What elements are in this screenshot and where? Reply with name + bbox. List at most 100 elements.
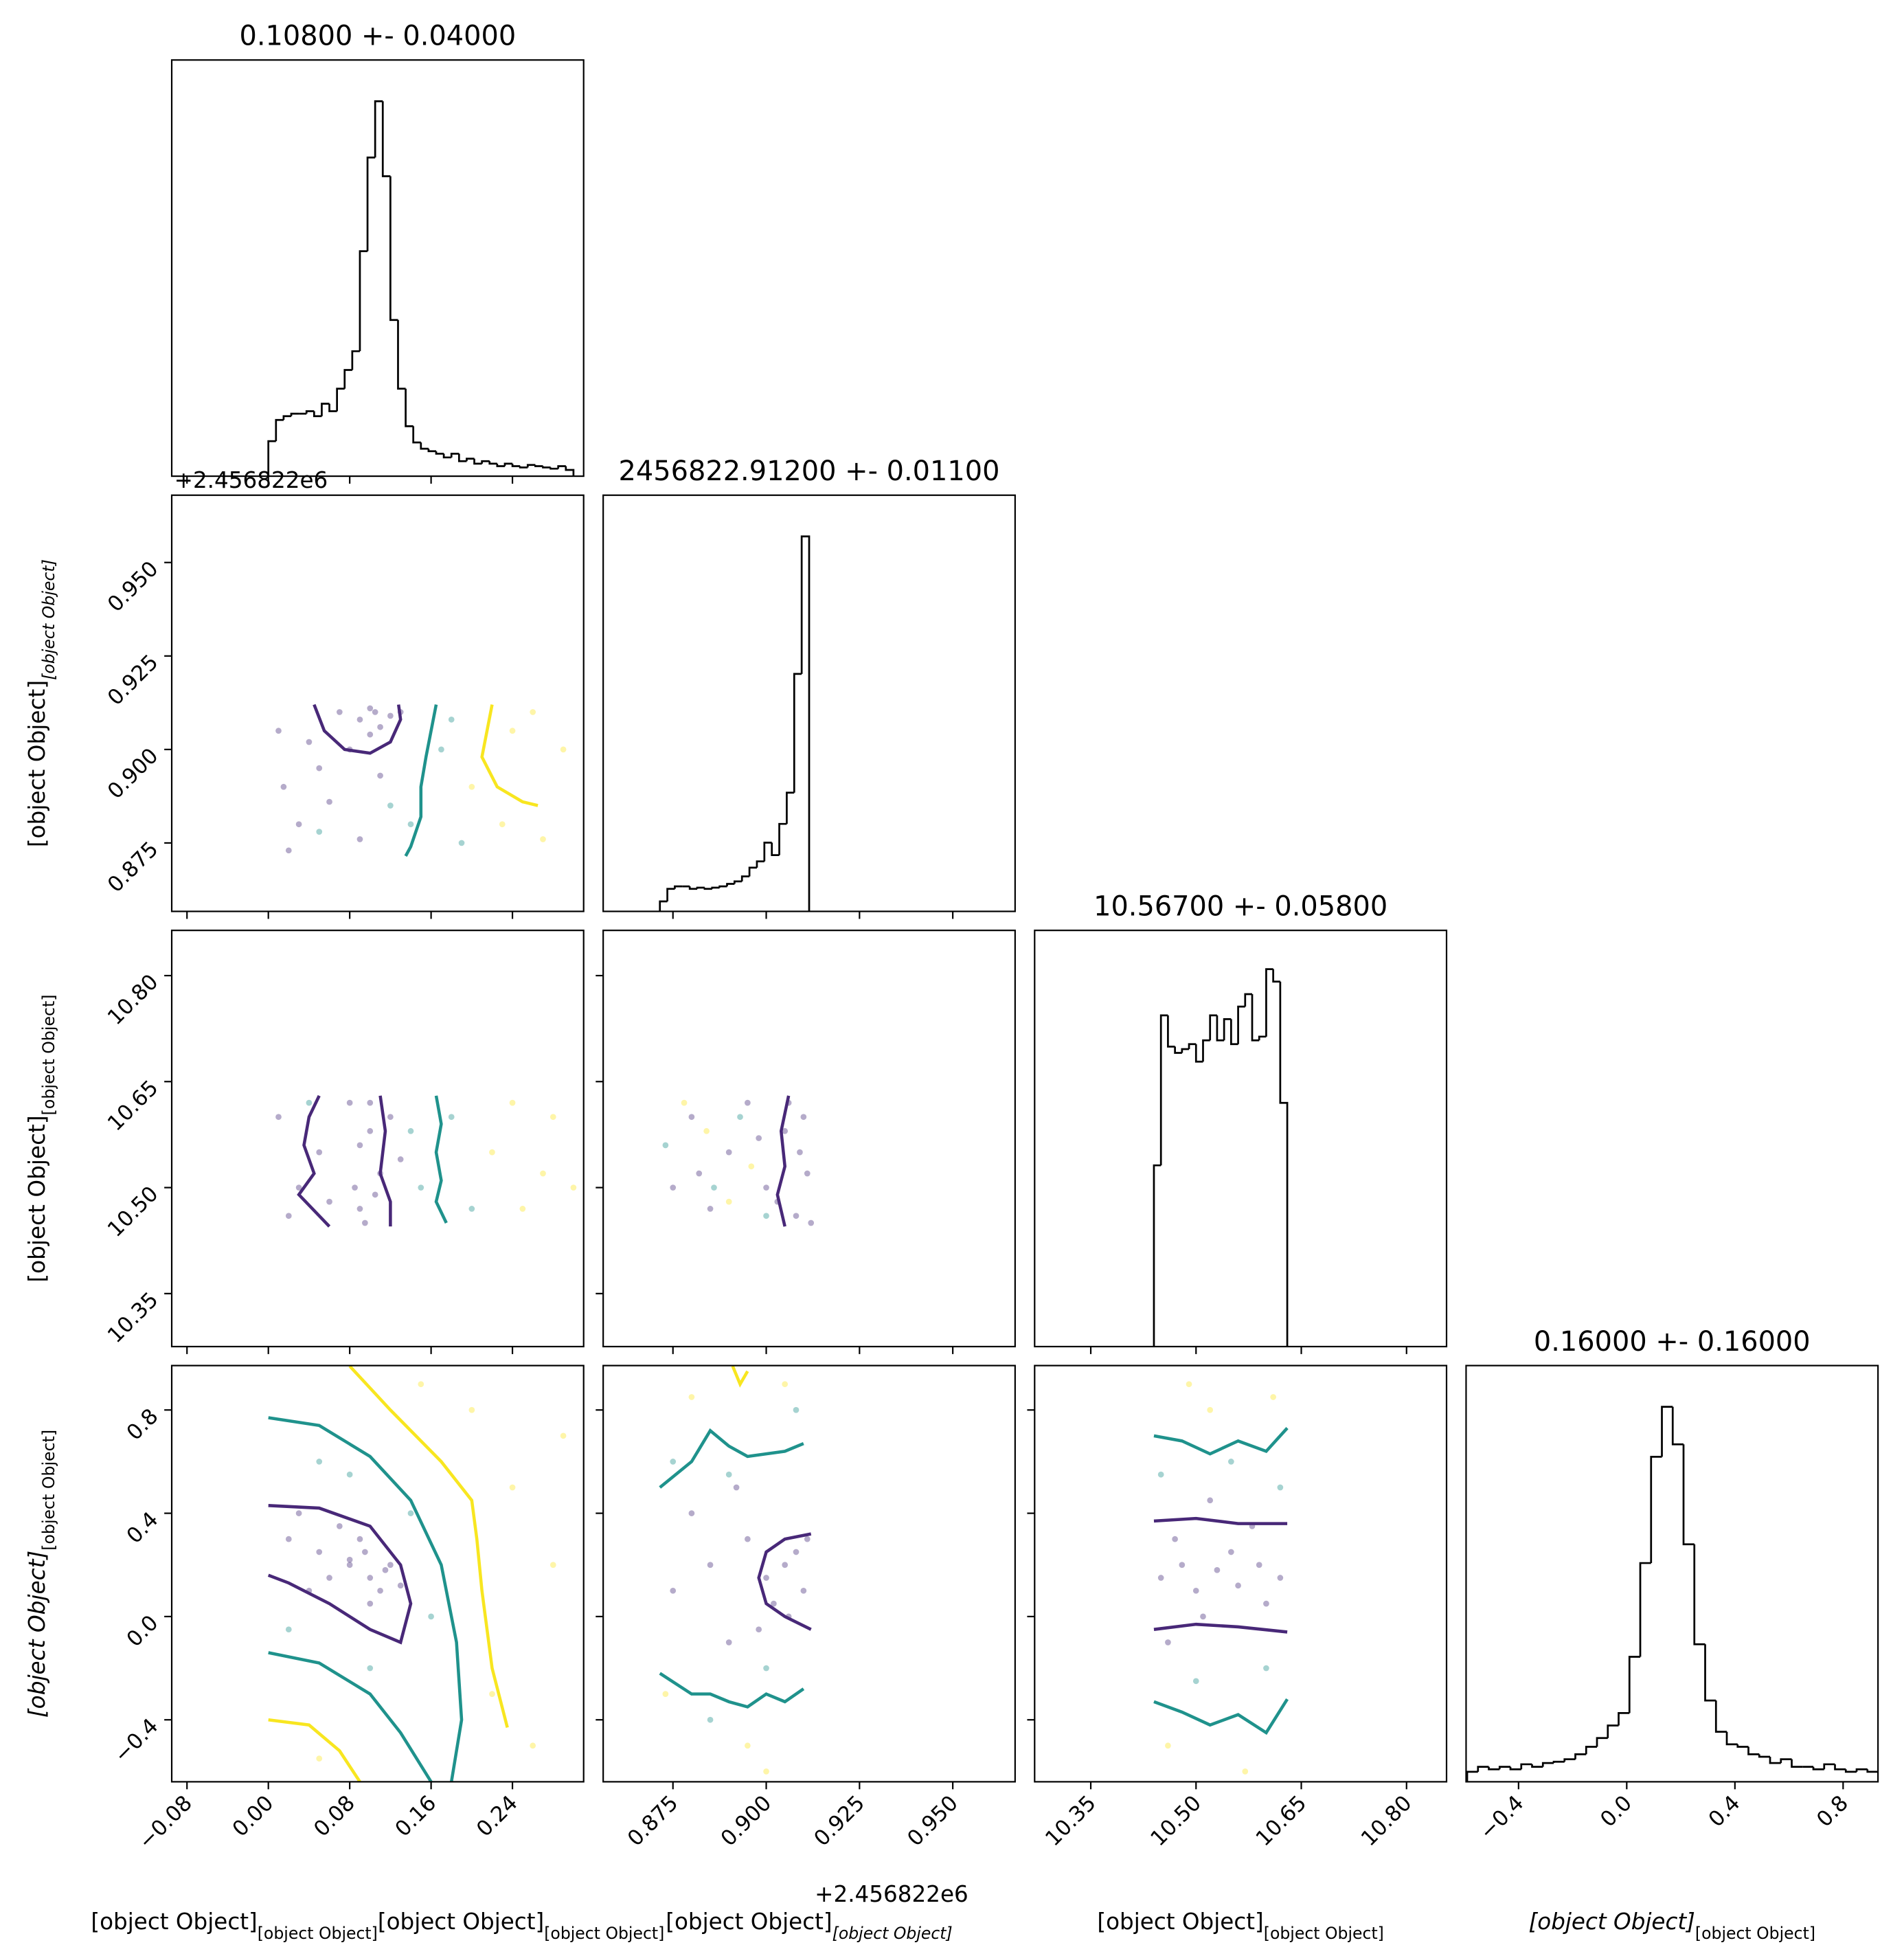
histogram-bin [427,449,437,453]
sample-point [745,1099,751,1106]
contour [297,1094,331,1228]
sample-point [367,1127,374,1134]
x-tick-label: 0.4 [1704,1790,1745,1832]
sample-point [771,1600,777,1607]
sample-point [458,840,465,846]
sample-point [356,716,363,723]
histogram-bin [1834,1764,1846,1770]
contour [659,1672,805,1709]
sample-point [397,1582,404,1589]
sample-point [372,709,378,715]
y-axis-label-part: [object Object] [24,1115,50,1282]
sample-point [356,836,363,842]
panel-title: 0.16000 +- 0.16000 [1534,1326,1811,1358]
sample-point [346,1471,353,1478]
y-axis-label: [object Object][object Object] [24,1430,58,1718]
contour [659,1428,804,1489]
plot-area [1153,1381,1289,1775]
histogram-bin [659,900,668,912]
sample-point [326,798,332,805]
sample-point [489,1691,495,1698]
sample-point [387,712,394,719]
sample-point [725,1639,732,1645]
histogram-bin [1596,1737,1608,1747]
sample-point [737,1114,743,1121]
panel-frame [1034,930,1448,1348]
sample-point [428,1613,434,1620]
histogram-bin [696,886,705,889]
y-axis-label-part: [object Object] [39,994,58,1115]
sample-point [696,1170,703,1177]
histogram-bin [1639,1562,1651,1657]
histogram-bin [1736,1744,1749,1748]
histogram-bin [313,411,322,418]
sample-point [1207,1497,1214,1504]
histogram-bin [1725,1731,1738,1746]
histogram-bin [1153,1164,1161,1347]
sample-point [275,1114,282,1121]
contour [1153,1516,1288,1525]
sample-point [707,1206,714,1212]
sample-point [1207,1406,1214,1413]
x-tick-label: 0.925 [809,1790,870,1851]
histogram-bin [542,466,551,469]
y-offset-text: +2.456822e6 [174,467,328,493]
histogram-bin [381,101,391,177]
x-tick-label: 10.80 [1357,1790,1417,1851]
histogram-bin [267,440,276,477]
sample-point [295,1184,302,1191]
x-axis-label-part: [object Object] [544,1924,664,1943]
sample-point [377,723,383,730]
sample-point [1179,1562,1186,1569]
histogram-bin [1607,1724,1619,1738]
histogram-bin [534,464,543,467]
contour [775,1095,791,1227]
contour [348,1365,509,1729]
histogram-bin [763,842,772,862]
sample-point [1228,1549,1234,1555]
sample-point [468,1206,475,1212]
sample-point [745,1536,751,1542]
x-tick-label: 0.16 [390,1790,441,1841]
histogram-bin [405,388,413,427]
panel: 0.875 0.900 0.925 0.950 [object Object][obje… [24,467,585,919]
x-tick-label: 0.875 [623,1790,683,1851]
histogram-bin [1671,1406,1684,1446]
sample-point [489,1149,495,1156]
sample-point [688,1114,695,1121]
panel-frame [1465,1364,1879,1783]
histogram-bin [275,418,284,442]
histogram-bin [1466,1770,1478,1782]
contour [404,704,438,857]
histogram-bin [748,866,757,877]
x-axis-label-part: [object Object] [832,1924,953,1943]
sample-point [372,1191,378,1198]
histogram-bin [1265,968,1273,1037]
x-tick-label: 0.950 [903,1790,963,1851]
sample-point [1214,1566,1221,1573]
x-tick-label: 0.00 [228,1790,279,1841]
histogram-bin [420,442,429,450]
sample-point [346,1556,353,1563]
sample-point [468,1406,475,1413]
x-axis-label: [object Object][object Object] [666,1909,952,1943]
x-tick-label: 0.8 [1812,1790,1853,1832]
sample-point [285,1213,292,1219]
contour [1153,1622,1288,1634]
histogram-bin [718,885,727,888]
histogram-bin [1618,1711,1630,1726]
sample-point [387,1562,394,1569]
y-tick-label: 10.35 [103,1288,163,1348]
y-axis-label-part: [object Object] [24,1551,50,1718]
x-tick-label: 10.35 [1041,1790,1101,1851]
sample-point [804,1536,811,1542]
sample-point [387,802,394,809]
histogram-bin [1272,969,1280,983]
histogram-bin [1758,1754,1771,1758]
histogram-bin [1682,1444,1695,1546]
sample-point [316,765,323,772]
plot-area [275,704,567,857]
sample-point [725,1471,732,1478]
histogram-bin [1488,1766,1500,1770]
